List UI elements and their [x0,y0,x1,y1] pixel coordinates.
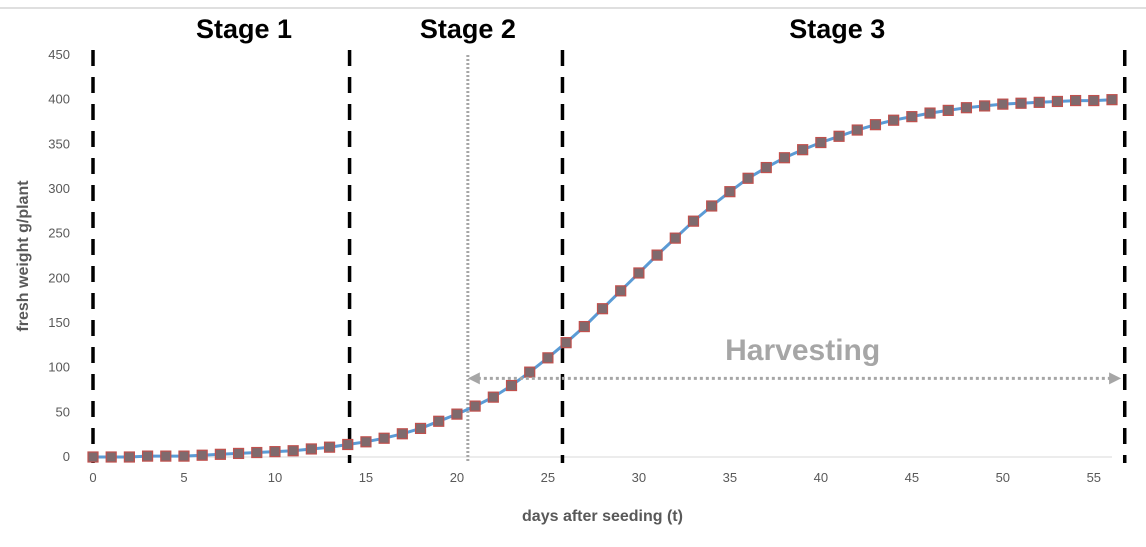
x-tick-label: 45 [905,470,919,485]
data-point [487,391,499,403]
x-tick-label: 40 [814,470,828,485]
y-tick-label: 0 [63,449,70,464]
data-point [869,119,882,131]
data-point [505,379,518,392]
stage-label: Stage 2 [420,14,516,44]
y-tick-label: 150 [48,315,70,330]
data-point [888,114,900,126]
x-tick-label: 25 [541,470,555,485]
series-line [93,98,1113,459]
y-tick-label: 200 [48,270,70,285]
harvest-arrow-head-right [1109,372,1122,385]
data-point [742,172,754,184]
data-point [687,215,700,227]
data-point [724,186,736,198]
data-point [323,441,336,453]
labels: days after seeding (t) fresh weight g/pla… [15,14,885,525]
data-point [178,450,190,462]
data-point [633,267,645,279]
harvest-layer [467,372,1122,385]
data-point [123,451,135,463]
data-point [378,432,390,444]
data-point [997,98,1009,110]
harvest-label: Harvesting [725,334,880,367]
x-tick-label: 35 [723,470,737,485]
data-point [105,451,117,463]
data-point [760,161,772,174]
x-tick-label: 55 [1087,470,1101,485]
data-point [469,400,481,412]
x-tick-label: 5 [180,470,187,485]
data-point [232,447,245,460]
data-point [596,303,609,315]
x-tick-label: 15 [359,470,373,485]
y-tick-label: 50 [56,404,70,419]
data-point [1106,94,1118,106]
data-point [342,438,354,451]
data-point [396,428,408,440]
data-point [560,337,572,349]
data-point [451,408,463,420]
data-point [305,443,317,455]
y-tick-label: 450 [48,47,70,62]
x-axis-title: days after seeding (t) [522,508,683,525]
data-point [414,422,427,435]
y-axis-title: fresh weight g/plant [15,180,32,332]
data-point [214,448,226,460]
data-point [433,415,445,427]
data-point [251,446,263,459]
data-point [851,124,863,136]
data-point [360,436,372,448]
data-point [578,320,590,333]
y-tick-label: 350 [48,136,70,151]
data-point [542,352,554,364]
stage-label: Stage 3 [789,14,885,44]
data-point [524,366,536,378]
data-point [87,451,99,463]
data-point [924,107,936,119]
data-point [287,445,299,457]
data-point [833,130,845,142]
data-point [778,152,791,164]
data-point [651,249,663,261]
y-tick-label: 250 [48,226,70,241]
data-point [942,104,954,116]
y-tick-label: 100 [48,360,70,375]
data-point [960,102,973,114]
data-point [615,285,627,297]
x-tick-label: 30 [632,470,646,485]
data-point [1051,95,1064,108]
x-tick-label: 50 [996,470,1010,485]
stage-label: Stage 1 [196,14,292,44]
data-point [160,450,172,462]
data-point [706,200,718,212]
axes: 0 50 100 150 200 250 300 350 400 450 0 5 10 15 20 25 30 3… [48,47,1112,485]
data-point [906,111,918,123]
data-point [1033,96,1045,108]
data-point [815,136,827,149]
data-point [979,100,991,112]
x-tick-label: 20 [450,470,464,485]
data-point [669,232,681,244]
data-point [1015,97,1027,109]
series-layer [87,94,1118,463]
data-point [269,446,281,458]
data-point [1070,94,1082,107]
data-point [141,450,154,462]
data-point [196,449,208,461]
stage-boundaries [91,50,1127,463]
data-point [797,144,809,156]
y-tick-label: 400 [48,92,70,107]
x-tick-label: 0 [89,470,96,485]
y-tick-label: 300 [48,181,70,196]
data-point [1088,94,1100,107]
x-tick-label: 10 [268,470,282,485]
harvest-arrow-head-left [467,372,480,385]
